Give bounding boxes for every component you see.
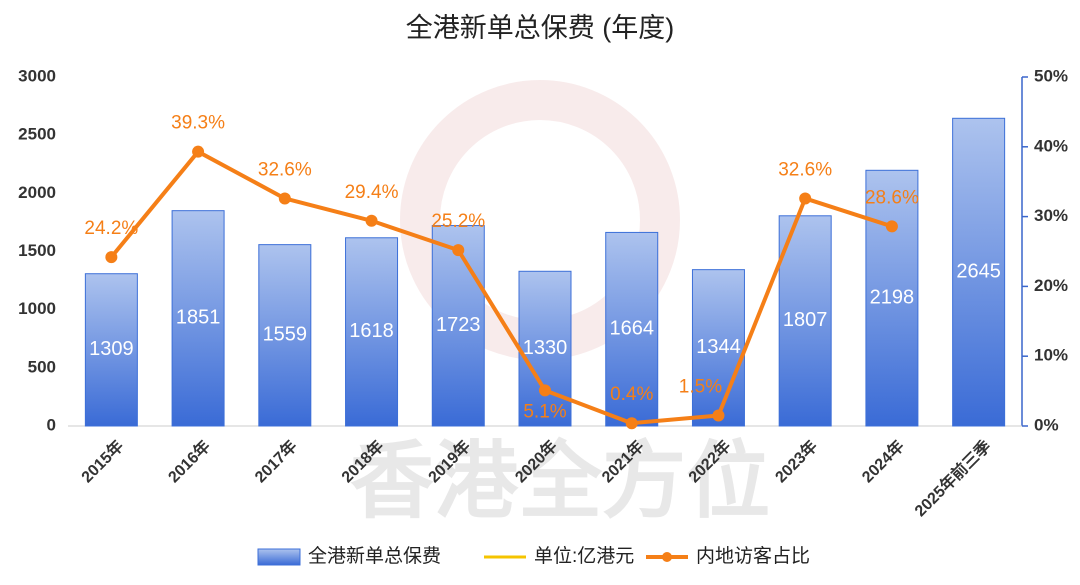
y2-tick-label: 10%: [1034, 346, 1068, 365]
legend-swatch: [257, 548, 301, 566]
line-marker: [539, 384, 551, 397]
legend-label: 单位:亿港元: [534, 545, 634, 567]
y-tick-label: 2000: [18, 183, 56, 202]
line-marker: [712, 409, 725, 422]
line-marker: [105, 251, 118, 264]
bar-label: 1851: [176, 307, 221, 329]
line-marker: [799, 192, 812, 205]
line-label: 32.6%: [258, 159, 312, 180]
y2-tick-label: 50%: [1034, 66, 1068, 85]
bar: [431, 225, 485, 427]
line-marker: [365, 214, 378, 227]
x-tick-label: 2023年: [771, 436, 821, 486]
bar-label: 1807: [783, 309, 828, 331]
y-tick-label: 500: [28, 357, 56, 376]
y2-tick-label: 40%: [1034, 136, 1068, 155]
y2-tick-label: 30%: [1034, 206, 1068, 225]
line-marker: [192, 145, 205, 158]
bar-label: 1559: [263, 324, 308, 346]
y-tick-label: 3000: [18, 66, 56, 85]
bar-label: 1330: [523, 337, 568, 359]
y-tick-label: 2500: [18, 125, 56, 144]
line-label: 24.2%: [84, 218, 138, 239]
legend-swatch-marker: [662, 552, 672, 562]
line: [109, 149, 893, 426]
y2-tick-label: 20%: [1034, 276, 1068, 295]
bar: [691, 269, 745, 427]
x-tick-label: 2015年: [77, 436, 127, 486]
line-label: 25.2%: [431, 211, 485, 232]
line-marker: [625, 417, 638, 430]
line-label: 29.4%: [345, 182, 399, 203]
y-tick-label: 1000: [18, 299, 56, 318]
x-tick-label: 2017年: [251, 436, 301, 486]
bar-label: 2198: [870, 286, 915, 308]
bar-label: 1309: [89, 338, 134, 360]
line-label: 1.5%: [679, 377, 722, 398]
bar: [605, 231, 659, 427]
bar-label: 1344: [696, 336, 741, 358]
y-tick-label: 0: [47, 415, 56, 434]
watermark: 香港全方位: [350, 434, 770, 528]
legend-label: 全港新单总保费: [308, 545, 441, 567]
bar-label: 2645: [956, 260, 1001, 282]
line-marker: [278, 192, 291, 205]
x-tick-label: 2025年前三季: [911, 436, 996, 521]
bar-label: 1618: [349, 320, 394, 342]
line-label: 0.4%: [610, 384, 653, 405]
line-label: 32.6%: [778, 159, 832, 180]
chart-title: 全港新单总保费 (年度): [406, 13, 674, 43]
bar: [345, 237, 399, 427]
bar: [778, 215, 832, 427]
legend-label: 内地访客占比: [696, 545, 810, 567]
x-tick-label: 2024年: [858, 436, 908, 486]
bar-label: 1723: [436, 314, 481, 336]
bar: [258, 244, 312, 427]
y-tick-label: 1500: [18, 241, 56, 260]
bar-label: 1664: [609, 317, 654, 339]
line-label: 5.1%: [523, 401, 566, 422]
x-tick-label: 2016年: [164, 436, 214, 486]
y2-tick-label: 0%: [1034, 415, 1059, 434]
line-marker: [885, 220, 898, 233]
bar: [952, 117, 1006, 427]
line-label: 39.3%: [171, 113, 225, 134]
line-label: 28.6%: [865, 187, 919, 208]
line-marker: [452, 244, 465, 257]
bar: [171, 210, 225, 427]
bar: [865, 169, 919, 427]
bar: [84, 273, 138, 427]
